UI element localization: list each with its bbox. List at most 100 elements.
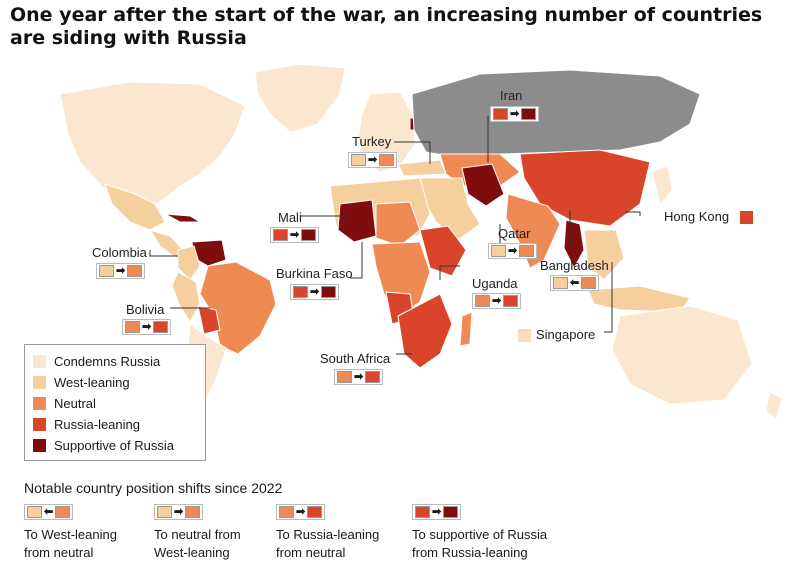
label-uganda: Uganda (472, 276, 518, 291)
shift-badge-mali: ➡ (270, 227, 319, 243)
arrow-right-icon: ➡ (142, 322, 151, 332)
swatch-from (273, 229, 288, 241)
legend-item: Supportive of Russia (33, 435, 197, 456)
russia-shape (412, 70, 700, 158)
legend-label: Russia-leaning (54, 417, 140, 432)
legend-item: West-leaning (33, 372, 197, 393)
shift-key-line2: West-leaning (154, 544, 241, 562)
shift-badge-bangladesh: ⬅ (550, 275, 599, 291)
shift-badge-uganda: ➡ (472, 293, 521, 309)
legend-label: Neutral (54, 396, 96, 411)
swatch-to (301, 229, 316, 241)
swatch-to (127, 265, 142, 277)
arrow-right-icon: ➡ (116, 266, 125, 276)
shift-key-to-russia-leaning: ➡ To Russia-leaning from neutral (276, 504, 379, 562)
shift-badge-iran: ➡ (490, 106, 539, 122)
label-turkey: Turkey (352, 134, 391, 149)
swatch-to (185, 506, 200, 518)
cuba-shape (165, 214, 200, 222)
swatch-from (475, 295, 490, 307)
shift-key-line2: from Russia-leaning (412, 544, 547, 562)
page-title: One year after the start of the war, an … (10, 4, 790, 50)
swatch-from (415, 506, 430, 518)
shift-badge-bolivia: ➡ (122, 319, 171, 335)
swatch-from (293, 286, 308, 298)
shift-key-line1: To Russia-leaning (276, 526, 379, 544)
swatch-to (443, 506, 458, 518)
arrow-right-icon: ➡ (296, 507, 305, 517)
shift-key-line2: from neutral (276, 544, 379, 562)
label-colombia: Colombia (92, 245, 147, 260)
swatch-to (519, 245, 534, 257)
legend-swatch (33, 355, 46, 368)
swatch-from (157, 506, 172, 518)
japan-korea-shape (652, 166, 672, 204)
swatch-from (279, 506, 294, 518)
hong-kong-swatch (740, 211, 753, 224)
swatch-to (27, 506, 42, 518)
arrow-right-icon: ➡ (174, 507, 183, 517)
swatch-to (503, 295, 518, 307)
singapore-swatch (518, 329, 531, 342)
arrow-left-icon: ⬅ (44, 507, 53, 517)
arrow-right-icon: ➡ (354, 372, 363, 382)
greenland-shape (255, 64, 345, 132)
label-bangladesh: Bangladesh (540, 258, 609, 273)
shift-badge-south-africa: ➡ (334, 369, 383, 385)
shift-key-badge: ⬅ (24, 504, 73, 520)
legend-swatch (33, 418, 46, 431)
arrow-right-icon: ➡ (290, 230, 299, 240)
map-legend: Condemns Russia West-leaning Neutral Rus… (24, 344, 206, 461)
shift-badge-burkina-faso: ➡ (290, 284, 339, 300)
label-mali: Mali (278, 210, 302, 225)
peru-shape (172, 272, 200, 322)
shift-key-to-west-leaning: ⬅ To West-leaning from neutral (24, 504, 117, 562)
swatch-to (153, 321, 168, 333)
label-south-africa: South Africa (320, 351, 390, 366)
swatch-from (351, 154, 366, 166)
label-burkina-faso: Burkina Faso (276, 266, 353, 281)
arrow-right-icon: ➡ (510, 109, 519, 119)
legend-swatch (33, 397, 46, 410)
shift-key-line2: from neutral (24, 544, 117, 562)
label-iran: Iran (500, 88, 522, 103)
swatch-from (125, 321, 140, 333)
label-bolivia: Bolivia (126, 302, 164, 317)
swatch-from (99, 265, 114, 277)
shift-badge-turkey: ➡ (348, 152, 397, 168)
legend-item: Russia-leaning (33, 414, 197, 435)
north-america-shape (60, 82, 245, 212)
arrow-right-icon: ➡ (368, 155, 377, 165)
shift-key-line1: To supportive of Russia (412, 526, 547, 544)
turkey-shape (398, 160, 446, 176)
shift-key-badge: ➡ (276, 504, 325, 520)
shift-badge-qatar: ➡ (488, 243, 537, 259)
label-qatar: Qatar (498, 226, 531, 241)
shift-badge-colombia: ➡ (96, 263, 145, 279)
legend-swatch (33, 376, 46, 389)
swatch-to (307, 506, 322, 518)
shift-key-to-neutral: ➡ To neutral from West-leaning (154, 504, 241, 562)
shift-key-to-supportive: ➡ To supportive of Russia from Russia-le… (412, 504, 547, 562)
legend-label: Supportive of Russia (54, 438, 174, 453)
shift-key-line1: To West-leaning (24, 526, 117, 544)
swatch-from (55, 506, 70, 518)
arrow-right-icon: ➡ (432, 507, 441, 517)
swatch-to (321, 286, 336, 298)
swatch-from (493, 108, 508, 120)
swatch-from (553, 277, 568, 289)
australia-shape (612, 306, 752, 404)
swatch-to (521, 108, 536, 120)
swatch-from (491, 245, 506, 257)
swatch-from (337, 371, 352, 383)
shift-key-badge: ➡ (154, 504, 203, 520)
shifts-title: Notable country position shifts since 20… (24, 480, 282, 496)
label-hong-kong: Hong Kong (664, 209, 729, 224)
legend-item: Neutral (33, 393, 197, 414)
madagascar-shape (460, 312, 472, 346)
legend-label: West-leaning (54, 375, 130, 390)
label-singapore: Singapore (536, 327, 595, 342)
swatch-to (581, 277, 596, 289)
swatch-to (379, 154, 394, 166)
arrow-right-icon: ➡ (492, 296, 501, 306)
